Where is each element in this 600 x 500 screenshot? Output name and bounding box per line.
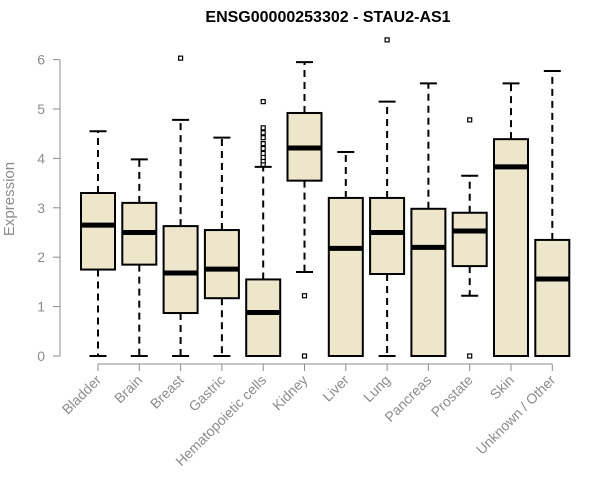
y-tick-label: 0	[37, 348, 45, 364]
x-category-label: Kidney	[269, 372, 311, 414]
y-axis: 0 1 2 3 4 5 6	[37, 52, 61, 364]
box-gastric	[203, 136, 240, 357]
x-category-label: Lung	[360, 372, 393, 405]
outlier-point	[384, 37, 390, 43]
boxes-group	[80, 37, 571, 359]
iqr-box	[451, 211, 488, 268]
outlier-point	[467, 353, 473, 359]
outlier-point	[260, 141, 266, 147]
outlier-point	[260, 150, 266, 157]
x-category-label: Skin	[487, 372, 518, 403]
x-category-label: Bladder	[59, 372, 105, 418]
iqr-box	[369, 196, 406, 276]
y-tick-label: 2	[37, 249, 45, 265]
box-pancreas	[410, 82, 447, 357]
y-tick-label: 6	[37, 52, 45, 68]
box-liver	[327, 151, 364, 357]
iqr-box	[410, 207, 447, 357]
iqr-box	[493, 138, 529, 357]
box-breast	[162, 55, 199, 357]
x-category-label: Prostate	[428, 372, 476, 420]
x-category-label: Brain	[111, 372, 145, 406]
outlier-point	[301, 353, 308, 359]
outlier-point	[260, 99, 266, 105]
box-lung	[369, 37, 406, 357]
box-brain	[121, 158, 158, 357]
box-prostate	[451, 117, 488, 359]
iqr-box	[80, 192, 116, 271]
y-tick-label: 1	[37, 299, 45, 315]
box-kidney	[286, 61, 323, 359]
y-axis-label: Expression	[1, 162, 18, 236]
box-unknown-other	[534, 69, 571, 357]
outlier-point	[467, 117, 473, 123]
iqr-box	[327, 196, 364, 357]
outlier-point	[260, 135, 266, 141]
iqr-box	[203, 229, 240, 300]
x-category-label: Liver	[319, 372, 352, 405]
iqr-box	[534, 238, 571, 357]
iqr-box	[162, 225, 199, 315]
outlier-point	[178, 55, 184, 61]
outlier-point	[301, 293, 308, 299]
box-skin	[493, 82, 529, 357]
box-hematopoietic-cells	[245, 99, 282, 357]
box-bladder	[80, 130, 116, 357]
outlier-point	[260, 145, 266, 152]
iqr-box	[245, 278, 282, 357]
outlier-point	[260, 130, 266, 136]
y-tick-label: 3	[37, 200, 45, 216]
y-tick-label: 4	[37, 150, 45, 166]
x-category-label: Breast	[147, 372, 187, 412]
y-tick-label: 5	[37, 101, 45, 117]
outlier-point	[260, 125, 266, 131]
chart-title: ENSG00000253302 - STAU2-AS1	[205, 9, 450, 26]
